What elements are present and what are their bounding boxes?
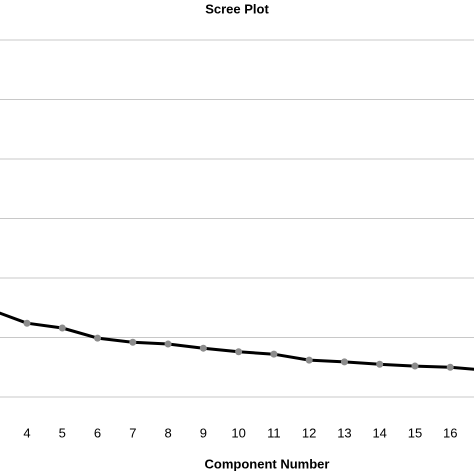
data-point xyxy=(270,350,278,358)
x-axis-title: Component Number xyxy=(205,456,330,471)
data-point xyxy=(411,362,419,370)
x-tick-label: 13 xyxy=(337,425,351,440)
x-tick-label: 6 xyxy=(94,425,101,440)
data-point xyxy=(235,348,243,356)
data-point xyxy=(340,358,348,366)
x-tick-label: 12 xyxy=(302,425,316,440)
chart-title: Scree Plot xyxy=(205,1,269,16)
data-point xyxy=(376,360,384,368)
x-tick-label: 7 xyxy=(129,425,136,440)
data-point xyxy=(23,319,31,327)
x-tick-label: 16 xyxy=(443,425,457,440)
x-tick-label: 14 xyxy=(372,425,386,440)
data-point xyxy=(94,334,102,342)
x-tick-label: 15 xyxy=(408,425,422,440)
data-point xyxy=(305,356,313,364)
x-tick-label: 10 xyxy=(231,425,245,440)
data-point xyxy=(58,324,66,332)
data-point xyxy=(164,340,172,348)
data-point xyxy=(199,344,207,352)
data-line xyxy=(0,311,474,371)
x-tick-label: 9 xyxy=(200,425,207,440)
x-tick-label: 11 xyxy=(267,425,281,440)
data-point xyxy=(129,338,137,346)
x-tick-label: 8 xyxy=(164,425,171,440)
x-tick-label: 4 xyxy=(23,425,30,440)
data-point xyxy=(446,363,454,371)
x-tick-label: 5 xyxy=(59,425,66,440)
